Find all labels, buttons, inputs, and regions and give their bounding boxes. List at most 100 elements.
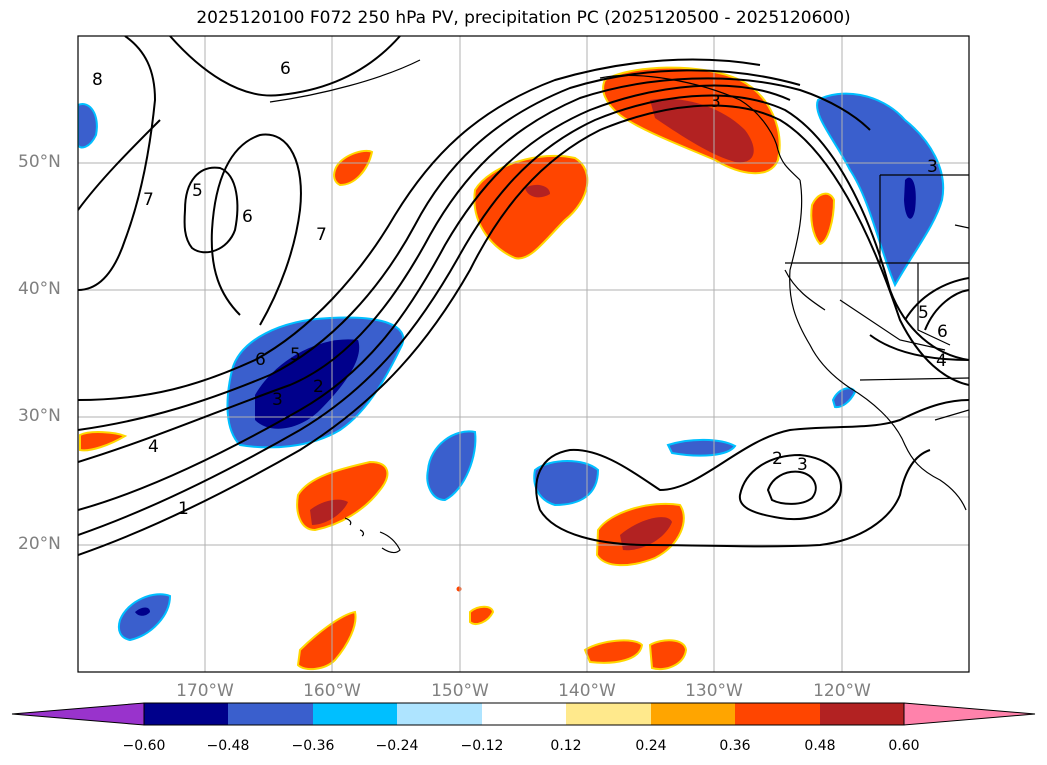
precip-pos-south-4 — [648, 639, 688, 670]
pv-label: 3 — [272, 390, 283, 410]
pv-label: 6 — [937, 322, 948, 342]
pv-label: 7 — [143, 190, 154, 210]
precip-neg-hawaii-north — [426, 430, 477, 502]
pv-contour-5 — [78, 69, 801, 431]
pv-contour-right-5 — [904, 277, 969, 321]
precip-pos-south-1 — [296, 610, 357, 671]
pv-label: 7 — [316, 225, 327, 245]
precip-pos-gulf-core — [525, 184, 550, 198]
precip-neg-small-strip — [666, 438, 737, 457]
pv-contour-closed-2 — [738, 453, 842, 521]
pv-contour-4 — [78, 77, 871, 463]
map-plot-area: 8 6 7 5 6 7 6 5 2 3 4 1 2 3 5 6 4 3 3 — [78, 36, 969, 672]
precip-neg-southwest-core — [135, 607, 150, 616]
precip-pos-north-small — [333, 150, 374, 187]
pv-contour-6 — [78, 58, 761, 401]
pv-contour-right-4 — [869, 334, 969, 361]
pv-label: 4 — [148, 437, 159, 457]
pv-label: 8 — [92, 70, 103, 90]
colorbar-tick: 0.24 — [635, 738, 667, 754]
pv-label: 2 — [772, 449, 783, 469]
pv-label: 3 — [710, 92, 721, 112]
pv-label: 4 — [936, 351, 947, 371]
precip-neg-west-edge — [78, 103, 98, 149]
precip-pos-east-pacific-core — [620, 517, 672, 551]
pv-contour-west-7 — [78, 36, 157, 291]
pv-label: 5 — [290, 345, 301, 365]
colorbar-segment — [397, 703, 482, 725]
pv-contour-closed-3 — [766, 470, 817, 505]
pv-contour-right-6 — [924, 289, 969, 331]
colorbar-segment — [651, 703, 735, 725]
precip-pos-oregon — [810, 192, 836, 246]
lon-label: 150°W — [431, 681, 489, 701]
pv-contour-1 — [78, 104, 969, 556]
pv-contour-7 — [78, 119, 161, 211]
colorbar — [11, 702, 1036, 726]
colorbar-segment — [313, 703, 397, 725]
colorbar-tick: 0.12 — [550, 738, 582, 754]
precip-neg-rockies-core — [904, 177, 916, 219]
precip-neg-baja — [831, 387, 857, 409]
precip-fills — [78, 66, 945, 671]
colorbar-tick: 0.60 — [888, 738, 920, 754]
lat-label: 40°N — [18, 279, 61, 299]
lon-label: 140°W — [558, 681, 616, 701]
precip-pos-hawaii-north-core — [310, 499, 348, 525]
precip-pos-dot — [456, 586, 462, 592]
gridlines — [78, 36, 969, 672]
pv-contour-3 — [78, 84, 791, 511]
lon-label: 170°W — [176, 681, 234, 701]
pv-label: 6 — [280, 59, 291, 79]
colorbar-tick: −0.48 — [206, 738, 250, 754]
colorbar-extend-high — [903, 702, 1036, 726]
pv-contour-labels: 8 6 7 5 6 7 6 5 2 3 4 1 2 3 5 6 4 3 3 — [92, 59, 948, 519]
pv-contours — [78, 36, 969, 556]
lat-label: 30°N — [18, 406, 61, 426]
colorbar-segment — [820, 703, 904, 725]
precip-neg-core — [255, 339, 360, 429]
chart-title: 2025120100 F072 250 hPa PV, precipitatio… — [196, 8, 851, 28]
pv-label: 1 — [178, 499, 189, 519]
pv-label: 3 — [927, 157, 938, 177]
precip-pos-west-edge — [79, 431, 128, 452]
colorbar-segment — [735, 703, 820, 725]
precip-pos-gulf — [473, 154, 589, 260]
pv-contour-closed-6 — [210, 133, 302, 326]
pv-label: 2 — [313, 377, 324, 397]
colorbar-tick: −0.12 — [460, 738, 504, 754]
pv-contour-loop — [535, 399, 969, 548]
colorbar-segment — [144, 703, 228, 725]
pv-label: 5 — [192, 181, 203, 201]
pv-contour-closed-5 — [183, 166, 239, 254]
precip-neg-southwest — [117, 593, 172, 642]
pv-label: 6 — [242, 207, 253, 227]
lon-label: 120°W — [813, 681, 871, 701]
colorbar-extend-low — [11, 702, 145, 726]
pv-contour-top-6 — [169, 36, 401, 97]
lat-label: 50°N — [18, 152, 61, 172]
lat-label: 20°N — [18, 534, 61, 554]
pv-label: 3 — [797, 455, 808, 475]
colorbar-tick: 0.36 — [719, 738, 751, 754]
precip-pos-south-3 — [583, 639, 644, 664]
colorbar-tick: −0.36 — [291, 738, 335, 754]
colorbar-tick: −0.60 — [122, 738, 166, 754]
lon-label: 130°W — [685, 681, 743, 701]
precip-pos-hawaii-north — [296, 460, 389, 532]
precip-pos-alaska-core — [650, 98, 754, 163]
colorbar-tick: −0.24 — [375, 738, 419, 754]
pv-label: 6 — [255, 350, 266, 370]
colorbar-segment — [228, 703, 313, 725]
colorbar-frame — [143, 702, 905, 726]
precip-pos-south-2 — [469, 605, 495, 625]
colorbar-segment — [482, 703, 566, 725]
lon-label: 160°W — [303, 681, 361, 701]
colorbar-segment — [566, 703, 651, 725]
pv-contour-2 — [78, 94, 969, 536]
colorbar-tick: 0.48 — [804, 738, 836, 754]
precip-neg-east-pacific — [533, 460, 600, 507]
plot-frame — [77, 35, 970, 673]
pv-label: 5 — [918, 303, 929, 323]
